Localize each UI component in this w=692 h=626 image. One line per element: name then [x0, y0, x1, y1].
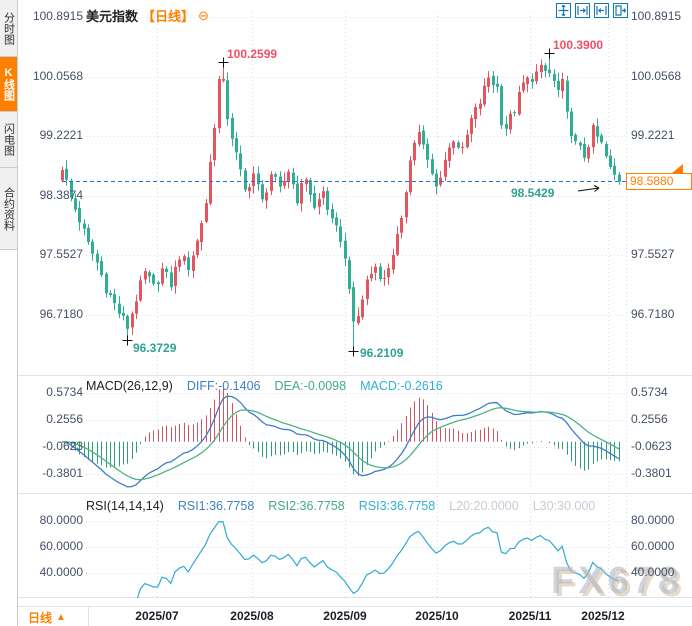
rsi-axis-label: 60.0000 [631, 539, 675, 553]
swing-low-annotation: 96.2109 [360, 346, 404, 360]
swing-low-annotation: 96.3729 [133, 341, 177, 355]
crosshair-tool-icon[interactable] [556, 3, 571, 18]
macd-axis-label: -0.0623 [42, 439, 83, 453]
rsi-axis-label: 80.0000 [39, 513, 83, 527]
sidebar-tab-time-chart[interactable]: 分时图 [0, 0, 17, 57]
macd-axis-label: 0.5734 [631, 385, 668, 399]
chevron-up-icon: ▲ [56, 612, 66, 623]
price-axis-label: 100.0568 [631, 69, 682, 83]
rsi-axis-label: 80.0000 [631, 513, 675, 527]
price-axis-label: 100.0568 [32, 69, 83, 83]
macd-axis-label: 0.5734 [46, 385, 83, 399]
x-axis-date-label: 2025/08 [230, 609, 274, 623]
price-axis-label: 96.7180 [39, 307, 83, 321]
fx678-watermark: FX678 [551, 560, 683, 602]
rsi-axis-label: 40.0000 [39, 565, 83, 579]
price-axis-label: 97.5527 [631, 247, 675, 261]
x-axis-date-label: 2025/09 [323, 609, 367, 623]
chart-title: 美元指数 【日线】 ⊖ [86, 6, 209, 25]
rsi-l20-level: L20:20.0000 [449, 499, 519, 513]
period-tag: 【日线】 [142, 9, 195, 24]
sidebar: 分时图 K线图 闪电图 合约资料 [0, 0, 18, 626]
macd-axis-label: -0.0623 [631, 439, 672, 453]
sidebar-tab-contract-info[interactable]: 合约资料 [0, 168, 17, 250]
macd-diff-value: DIFF:-0.1406 [186, 379, 261, 393]
macd-axis-label: 0.2556 [46, 412, 83, 426]
macd-dea-value: DEA:-0.0098 [274, 379, 347, 393]
rsi-indicator-name: RSI(14,14,14) [86, 499, 164, 513]
rsi-header: RSI(14,14,14) RSI1:36.7758 RSI2:36.7758 … [86, 499, 595, 513]
macd-header: MACD(26,12,9) DIFF:-0.1406 DEA:-0.0098 M… [86, 379, 443, 393]
swing-high-annotation: 100.3900 [553, 38, 604, 52]
period-selector-button[interactable]: 日线 ▲ [28, 609, 66, 626]
macd-indicator-name: MACD(26,12,9) [86, 379, 173, 393]
range-zoom-in-tool-icon[interactable] [575, 3, 590, 18]
rsi2-value: RSI2:36.7758 [268, 499, 345, 513]
rsi1-value: RSI1:36.7758 [177, 499, 255, 513]
current-price-tag: 98.5880 [626, 173, 692, 190]
zoom-out-icon[interactable]: ⊖ [198, 7, 209, 23]
recent-low-annotation: 98.5429 [511, 186, 555, 200]
x-axis-date-label: 2025/12 [581, 609, 625, 623]
swing-high-annotation: 100.2599 [227, 47, 278, 61]
x-axis-date-label: 2025/11 [508, 609, 552, 623]
price-axis-label: 100.8915 [32, 9, 83, 23]
x-axis-date-label: 2025/10 [415, 609, 459, 623]
price-axis-label: 99.2221 [631, 128, 675, 142]
reset-view-tool-icon[interactable] [613, 3, 628, 18]
price-axis-label: 98.3874 [39, 188, 83, 202]
sidebar-tab-lightning-chart[interactable]: 闪电图 [0, 112, 17, 168]
price-axis-label: 99.2221 [39, 128, 83, 142]
sidebar-tab-candlestick-chart[interactable]: K线图 [0, 57, 17, 112]
price-axis-label: 96.7180 [631, 307, 675, 321]
price-marker-icon [672, 164, 683, 173]
range-zoom-out-tool-icon[interactable] [594, 3, 609, 18]
x-axis-date-label: 2025/07 [135, 609, 179, 623]
rsi-axis-label: 60.0000 [39, 539, 83, 553]
rsi-l30-level: L30:30.000 [532, 499, 596, 513]
period-selector-label: 日线 [28, 611, 53, 625]
macd-macd-value: MACD:-0.2616 [360, 379, 443, 393]
rsi-axis-label: 40.0000 [631, 565, 675, 579]
price-axis-label: 97.5527 [39, 247, 83, 261]
macd-axis-label: -0.3801 [42, 466, 83, 480]
rsi3-value: RSI3:36.7758 [358, 499, 436, 513]
macd-axis-label: 0.2556 [631, 412, 668, 426]
macd-axis-label: -0.3801 [631, 466, 672, 480]
price-axis-label: 100.8915 [631, 9, 682, 23]
symbol-name: 美元指数 [86, 9, 139, 24]
